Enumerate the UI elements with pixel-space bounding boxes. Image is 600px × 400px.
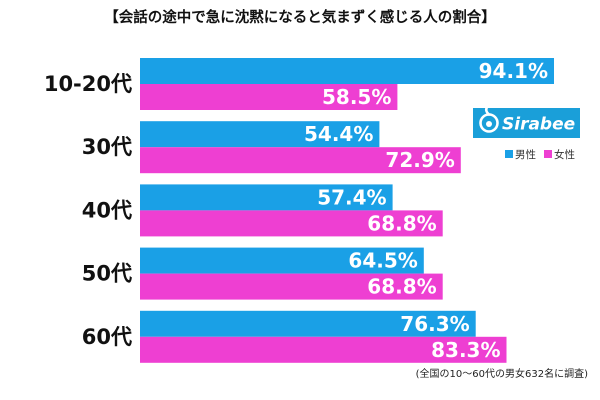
- sirabee-logo-icon: [479, 104, 499, 133]
- bar-50-female: [140, 273, 443, 300]
- category-label-30: 30代: [82, 135, 132, 159]
- value-label-40-male: 57.4%: [317, 185, 386, 209]
- bar-10-20-female: [140, 84, 398, 110]
- value-labels: 94.1%58.5%54.4%72.9%57.4%68.8%64.5%68.8%…: [304, 59, 548, 362]
- legend-label-male: 男性: [515, 148, 536, 161]
- value-label-60-male: 76.3%: [400, 312, 469, 336]
- category-labels: 10-20代 30代 40代 50代 60代: [44, 72, 132, 349]
- sirabee-logo: Sirabee: [473, 104, 580, 138]
- value-label-50-female: 68.8%: [367, 275, 436, 299]
- bar-60-male: [140, 310, 476, 337]
- legend: 男性 女性: [505, 148, 575, 161]
- logo-text: Sirabee: [502, 115, 575, 135]
- bar-40-female: [140, 210, 443, 237]
- value-label-50-male: 64.5%: [348, 249, 417, 273]
- bar-50-male: [140, 247, 424, 274]
- bar-30-male: [140, 121, 380, 148]
- bar-30-female: [140, 147, 461, 174]
- bar-10-20-male: [140, 58, 554, 84]
- category-label-10-20: 10-20代: [44, 72, 132, 96]
- category-label-60: 60代: [82, 325, 132, 349]
- value-label-60-female: 83.3%: [431, 338, 500, 362]
- value-label-30-female: 72.9%: [385, 148, 454, 172]
- category-label-40: 40代: [82, 198, 132, 222]
- bar-40-male: [140, 184, 393, 211]
- value-label-10-20-female: 58.5%: [322, 85, 391, 109]
- value-label-40-female: 68.8%: [367, 211, 436, 235]
- legend-swatch-male: [505, 150, 513, 158]
- bar-60-female: [140, 336, 507, 363]
- bars-layer: [140, 58, 554, 363]
- footnote: (全国の10～60代の男女632名に調査): [416, 367, 588, 380]
- chart-title: 【会話の途中で急に沈黙になると気まずく感じる人の割合】: [104, 8, 496, 26]
- category-label-50: 50代: [82, 262, 132, 286]
- value-label-30-male: 54.4%: [304, 122, 373, 146]
- value-label-10-20-male: 94.1%: [479, 59, 548, 83]
- legend-swatch-female: [544, 150, 552, 158]
- legend-label-female: 女性: [554, 148, 575, 161]
